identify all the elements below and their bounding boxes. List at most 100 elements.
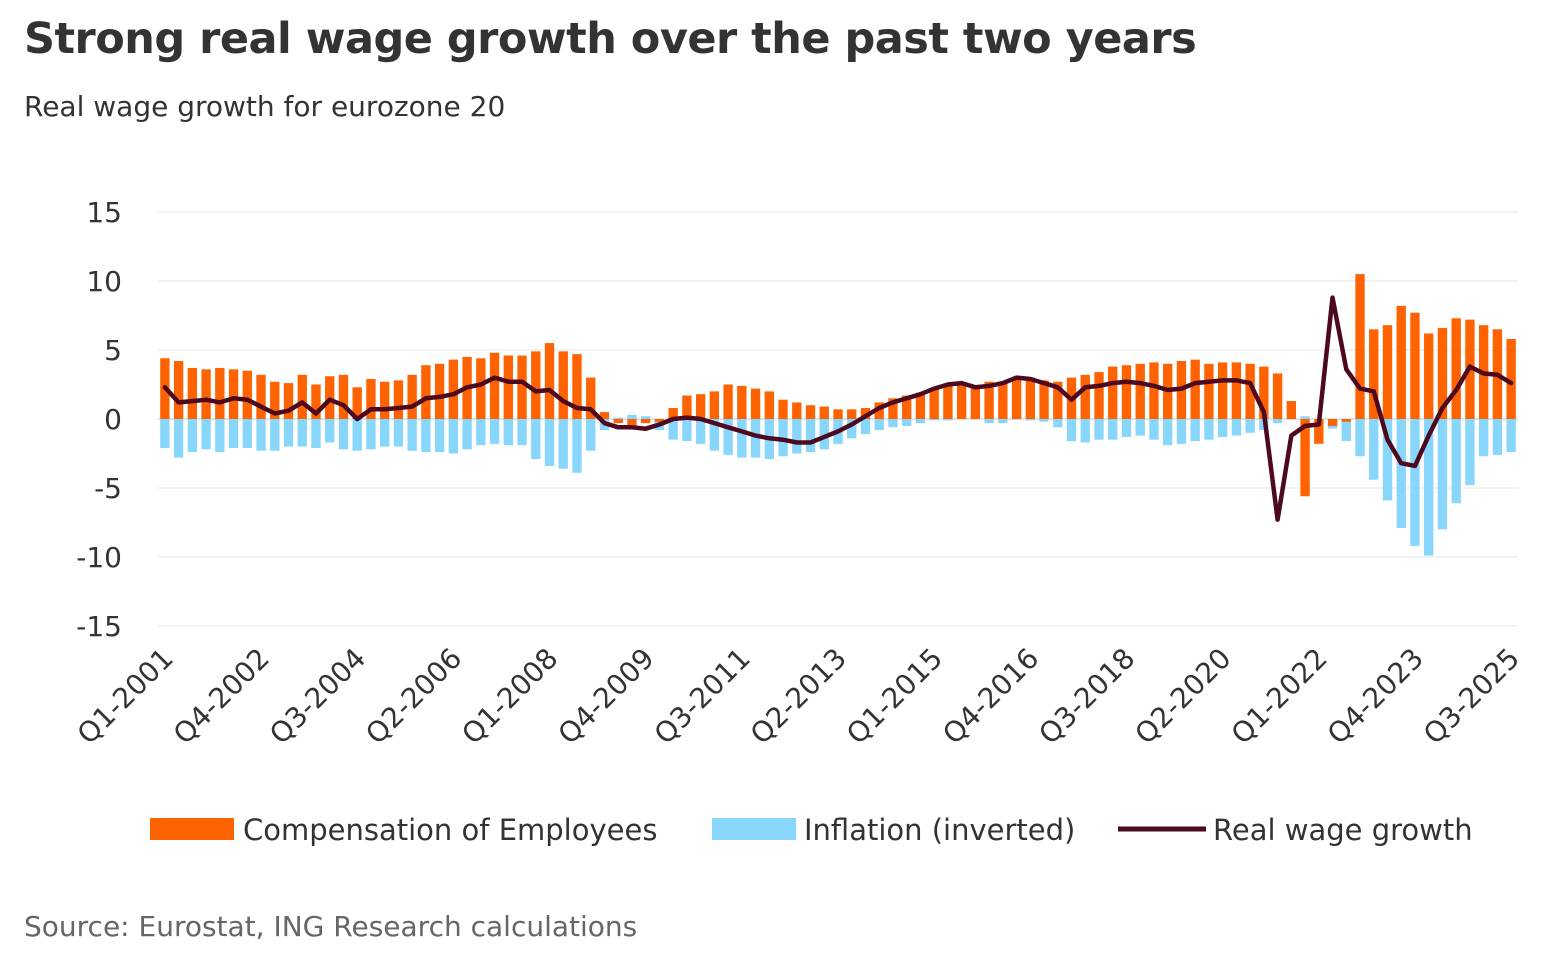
inflation-bar (750, 419, 761, 458)
inflation-bar (902, 419, 912, 426)
x-tick-label: Q2-2013 (744, 642, 853, 751)
compensation-bar (1314, 419, 1324, 444)
inflation-bar (1108, 419, 1118, 440)
compensation-bar (695, 394, 706, 419)
inflation-bar (503, 419, 513, 446)
inflation-bar (201, 419, 211, 450)
compensation-bar (1149, 362, 1159, 419)
inflation-bar (860, 419, 871, 435)
compensation-bar (1382, 325, 1393, 419)
compensation-bar (613, 419, 623, 424)
compensation-bar (1039, 380, 1049, 419)
inflation-bar (723, 419, 733, 455)
compensation-bar (242, 370, 252, 419)
y-tick-label: 0 (104, 403, 122, 436)
compensation-bar (819, 406, 829, 419)
inflation-bar (160, 419, 170, 448)
inflation-bar (1492, 419, 1503, 455)
compensation-bar (187, 367, 198, 419)
compensation-bar (627, 419, 637, 426)
inflation-bar (943, 419, 953, 421)
compensation-bar (874, 402, 884, 419)
inflation-bar (572, 419, 582, 473)
compensation-bar (434, 363, 445, 419)
inflation-bar (792, 419, 802, 454)
y-tick-label: 10 (86, 265, 122, 298)
compensation-bar (1053, 381, 1063, 419)
compensation-bar (778, 399, 788, 419)
compensation-bar (599, 412, 610, 419)
compensation-bar (366, 378, 376, 419)
compensation-bar (929, 388, 939, 419)
legend-label: Inflation (inverted) (804, 813, 1075, 847)
compensation-bar (970, 387, 981, 419)
x-tick-label: Q4-2016 (936, 642, 1045, 751)
inflation-bar (489, 419, 500, 444)
compensation-bar (1204, 363, 1214, 419)
inflation-bar (1025, 419, 1035, 421)
inflation-bar (1204, 419, 1214, 440)
compensation-bar (393, 380, 404, 419)
inflation-bar (476, 419, 486, 446)
inflation-bar (805, 419, 816, 453)
compensation-bar (489, 352, 500, 419)
inflation-bar (421, 419, 431, 453)
inflation-bar (888, 419, 898, 428)
inflation-bar (1478, 419, 1489, 457)
compensation-bar (531, 351, 541, 419)
compensation-bar (709, 391, 720, 419)
compensation-bar (421, 365, 431, 419)
compensation-bar (984, 381, 994, 419)
inflation-bar (1286, 419, 1297, 420)
x-tick-label: Q4-2023 (1321, 642, 1430, 751)
compensation-bar (503, 355, 513, 419)
inflation-bar (1190, 419, 1200, 442)
inflation-bar (819, 419, 829, 450)
inflation-bar (407, 419, 417, 451)
inflation-bar (297, 419, 307, 447)
compensation-bar (1341, 419, 1351, 422)
compensation-bar (1121, 365, 1132, 419)
inflation-bar (668, 419, 678, 440)
inflation-bar (695, 419, 706, 444)
inflation-bar (1094, 419, 1104, 440)
compensation-bar (215, 367, 225, 419)
inflation-bar (270, 419, 280, 451)
inflation-bar (874, 419, 884, 431)
inflation-bar (311, 419, 321, 448)
inflation-bar (1080, 419, 1090, 443)
inflation-bar (586, 419, 596, 451)
compensation-bar (558, 351, 568, 419)
compensation-bar (1286, 401, 1297, 419)
compensation-bar (1396, 305, 1406, 419)
compensation-bar (847, 409, 857, 419)
x-tick-label: Q4-2002 (167, 642, 276, 751)
inflation-bar (379, 419, 390, 447)
y-tick-label: 15 (86, 196, 122, 229)
compensation-bar (1135, 363, 1145, 419)
inflation-bar (242, 419, 252, 448)
x-tick-label: Q3-2018 (1032, 642, 1141, 751)
compensation-bar (1245, 363, 1255, 419)
compensation-bar (544, 343, 555, 419)
compensation-bar (1410, 312, 1420, 419)
inflation-bar (393, 419, 404, 447)
chart-subtitle: Real wage growth for eurozone 20 (24, 90, 506, 123)
compensation-bar (750, 388, 761, 419)
inflation-bar (1382, 419, 1393, 501)
inflation-bar (1135, 419, 1145, 436)
compensation-bar (572, 354, 582, 419)
inflation-bar (1341, 419, 1351, 442)
compensation-bar (476, 358, 486, 419)
inflation-bar (1396, 419, 1406, 529)
compensation-bar (270, 381, 280, 419)
inflation-bar (448, 419, 459, 454)
compensation-bar (1272, 373, 1283, 419)
inflation-bar (1121, 419, 1132, 437)
inflation-bar (1176, 419, 1187, 444)
inflation-bar (682, 419, 692, 442)
compensation-bar (1217, 362, 1228, 419)
x-tick-label: Q4-2009 (552, 642, 661, 751)
inflation-bar (531, 419, 541, 460)
